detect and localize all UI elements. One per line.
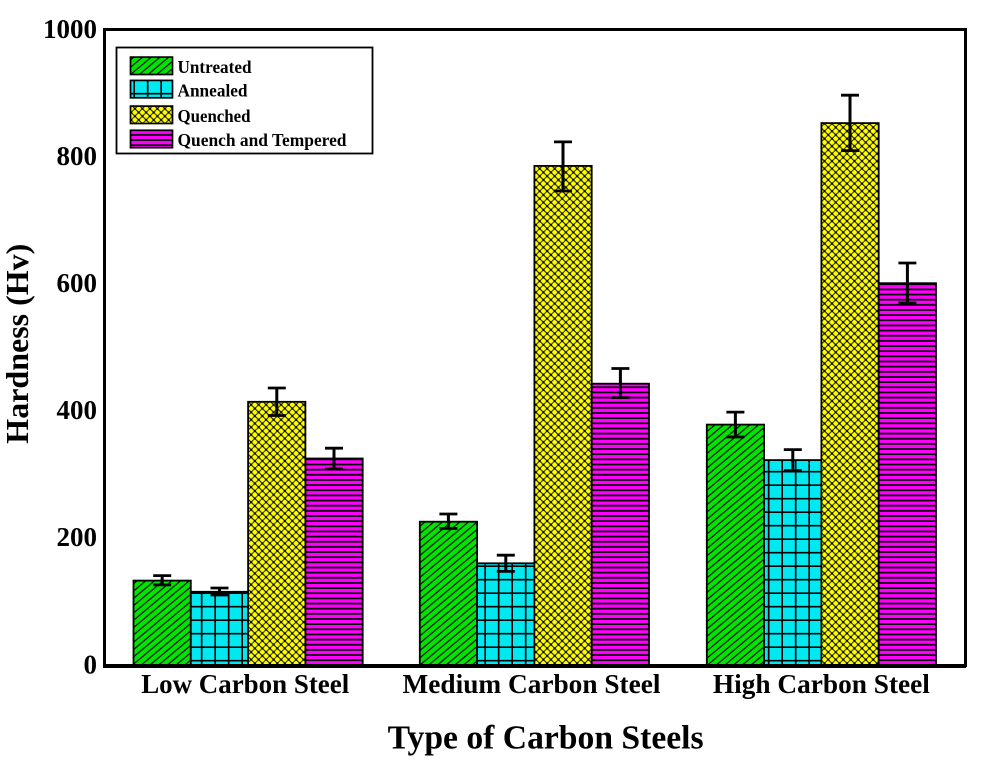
svg-text:600: 600 — [57, 268, 98, 298]
svg-text:1000: 1000 — [43, 14, 97, 44]
svg-text:Low Carbon Steel: Low Carbon Steel — [141, 669, 349, 699]
svg-text:Annealed: Annealed — [178, 80, 248, 100]
svg-text:Type of Carbon Steels: Type of Carbon Steels — [388, 720, 704, 757]
svg-text:800: 800 — [57, 141, 98, 171]
svg-text:Quenched: Quenched — [178, 106, 251, 126]
svg-text:Untreated: Untreated — [178, 57, 252, 77]
svg-text:Quench and Tempered: Quench and Tempered — [178, 130, 347, 150]
svg-text:200: 200 — [57, 522, 98, 552]
svg-text:0: 0 — [84, 649, 98, 679]
svg-text:High Carbon Steel: High Carbon Steel — [713, 669, 930, 699]
svg-text:400: 400 — [57, 395, 98, 425]
svg-text:Hardness (Hv): Hardness (Hv) — [0, 244, 35, 444]
svg-text:Medium Carbon Steel: Medium Carbon Steel — [403, 669, 662, 699]
